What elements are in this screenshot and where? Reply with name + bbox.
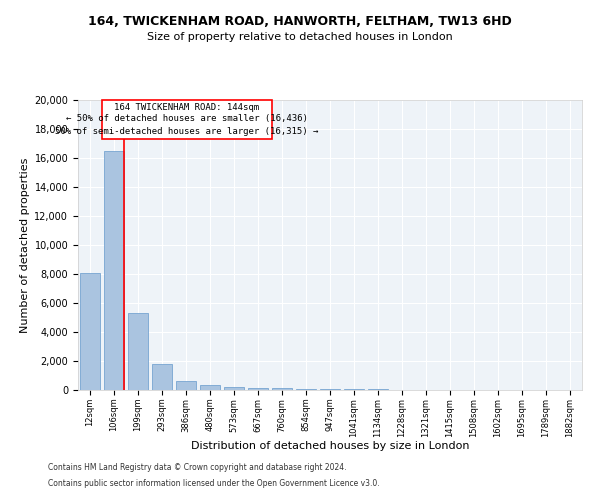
Bar bbox=[296, 388, 316, 390]
Bar bbox=[320, 389, 340, 390]
FancyBboxPatch shape bbox=[101, 100, 272, 139]
Text: ← 50% of detached houses are smaller (16,436): ← 50% of detached houses are smaller (16… bbox=[66, 114, 308, 124]
Text: 164, TWICKENHAM ROAD, HANWORTH, FELTHAM, TW13 6HD: 164, TWICKENHAM ROAD, HANWORTH, FELTHAM,… bbox=[88, 15, 512, 28]
Text: Contains public sector information licensed under the Open Government Licence v3: Contains public sector information licen… bbox=[48, 478, 380, 488]
Text: Size of property relative to detached houses in London: Size of property relative to detached ho… bbox=[147, 32, 453, 42]
Bar bbox=[200, 385, 220, 390]
Bar bbox=[272, 388, 292, 390]
Bar bbox=[224, 386, 244, 390]
Text: Contains HM Land Registry data © Crown copyright and database right 2024.: Contains HM Land Registry data © Crown c… bbox=[48, 464, 347, 472]
Bar bbox=[104, 151, 124, 390]
Bar bbox=[128, 313, 148, 390]
Bar bbox=[176, 380, 196, 390]
Bar bbox=[152, 364, 172, 390]
X-axis label: Distribution of detached houses by size in London: Distribution of detached houses by size … bbox=[191, 441, 469, 451]
Bar bbox=[80, 272, 100, 390]
Y-axis label: Number of detached properties: Number of detached properties bbox=[20, 158, 30, 332]
Bar bbox=[344, 389, 364, 390]
Text: 50% of semi-detached houses are larger (16,315) →: 50% of semi-detached houses are larger (… bbox=[55, 128, 319, 136]
Text: 164 TWICKENHAM ROAD: 144sqm: 164 TWICKENHAM ROAD: 144sqm bbox=[115, 103, 260, 112]
Bar bbox=[248, 388, 268, 390]
